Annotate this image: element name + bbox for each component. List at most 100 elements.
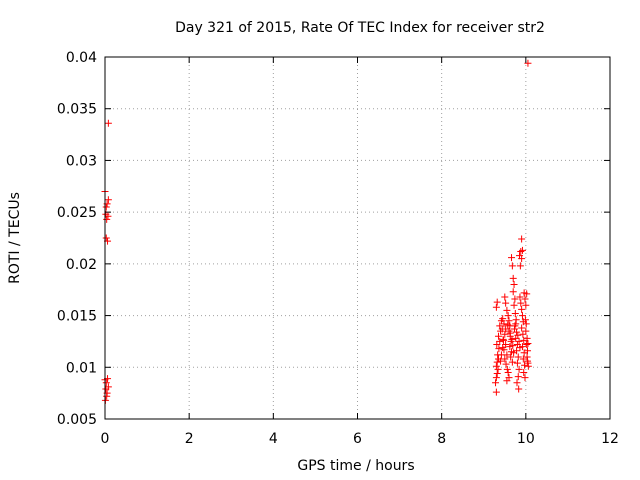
data-point xyxy=(493,369,501,377)
data-point xyxy=(514,373,522,381)
data-point xyxy=(518,312,526,320)
data-point xyxy=(506,343,514,351)
x-tick-label: 4 xyxy=(269,431,278,447)
data-point xyxy=(503,306,511,314)
data-point xyxy=(508,254,516,262)
data-point xyxy=(497,351,505,359)
data-point xyxy=(509,274,517,282)
data-point xyxy=(513,379,521,387)
data-point xyxy=(515,337,523,345)
data-point xyxy=(515,385,523,393)
data-point xyxy=(104,383,112,391)
data-point xyxy=(523,290,531,298)
data-point xyxy=(492,362,500,370)
data-point xyxy=(524,339,532,347)
data-point xyxy=(521,295,529,303)
data-point xyxy=(516,293,524,301)
data-point xyxy=(509,288,517,296)
data-point xyxy=(508,335,516,343)
data-point xyxy=(102,203,110,211)
data-point xyxy=(522,327,530,335)
data-point xyxy=(499,344,507,352)
axis-ticks xyxy=(104,56,611,420)
data-point xyxy=(497,357,505,365)
data-point xyxy=(510,325,518,333)
data-point xyxy=(508,358,516,366)
data-point xyxy=(502,341,510,349)
y-tick-label: 0.03 xyxy=(66,153,97,169)
data-point xyxy=(518,255,526,263)
data-point xyxy=(103,392,111,400)
data-point xyxy=(519,355,527,363)
data-point xyxy=(521,316,529,324)
y-tick-label: 0.035 xyxy=(57,102,97,118)
axis-tick-labels: 0 2 4 6 8 10 12 0.005 0.01 0.015 0.02 0.025 0.03 0.03… xyxy=(57,50,619,447)
data-point xyxy=(522,301,530,309)
y-tick-label: 0.01 xyxy=(66,360,97,376)
data-point xyxy=(522,320,530,328)
data-point xyxy=(511,310,519,318)
y-tick-label: 0.005 xyxy=(57,412,97,428)
data-point xyxy=(502,299,510,307)
y-tick-label: 0.02 xyxy=(66,257,97,273)
data-point xyxy=(502,360,510,368)
data-point xyxy=(523,334,531,342)
x-tick-label: 8 xyxy=(437,431,446,447)
chart-title: Day 321 of 2015, Rate Of TEC Index for r… xyxy=(175,20,545,36)
data-point xyxy=(516,262,524,270)
data-point xyxy=(492,374,500,382)
x-tick-label: 2 xyxy=(185,431,194,447)
data-point xyxy=(492,303,500,311)
data-point xyxy=(517,299,525,307)
data-point xyxy=(504,368,512,376)
data-point xyxy=(516,344,524,352)
data-point xyxy=(523,341,531,349)
data-point xyxy=(514,331,522,339)
data-point xyxy=(506,329,514,337)
data-point xyxy=(508,262,516,270)
data-point xyxy=(505,317,513,325)
data-point xyxy=(104,196,112,204)
data-point xyxy=(501,330,509,338)
data-point xyxy=(524,347,532,355)
y-tick-label: 0.04 xyxy=(66,50,97,66)
data-point xyxy=(504,312,512,320)
data-point xyxy=(500,336,508,344)
data-point xyxy=(102,379,110,387)
data-point xyxy=(510,301,518,309)
data-point xyxy=(507,353,515,361)
x-tick-label: 0 xyxy=(101,431,110,447)
data-point xyxy=(520,368,528,376)
data-point xyxy=(524,357,532,365)
data-point xyxy=(494,365,502,373)
y-tick-label: 0.025 xyxy=(57,205,97,221)
data-point xyxy=(493,358,501,366)
data-point xyxy=(104,212,112,220)
data-point xyxy=(493,298,501,306)
data-point xyxy=(511,295,519,303)
data-point xyxy=(518,305,526,313)
data-point xyxy=(519,330,527,338)
data-point xyxy=(518,324,526,332)
x-tick-label: 12 xyxy=(601,431,619,447)
data-point xyxy=(495,345,503,353)
data-point xyxy=(503,365,511,373)
data-point xyxy=(515,365,523,373)
data-point xyxy=(521,374,529,382)
data-point xyxy=(501,293,509,301)
data-point xyxy=(502,325,510,333)
data-points xyxy=(101,59,532,404)
data-point xyxy=(512,320,520,328)
data-point xyxy=(524,59,532,67)
data-point xyxy=(493,341,501,349)
data-point xyxy=(104,119,112,127)
data-point xyxy=(509,342,517,350)
data-point xyxy=(102,234,110,242)
data-point xyxy=(492,379,500,387)
data-point xyxy=(518,235,526,243)
data-point xyxy=(510,349,518,357)
data-point xyxy=(103,215,111,223)
data-point xyxy=(494,332,502,340)
data-point xyxy=(500,320,508,328)
